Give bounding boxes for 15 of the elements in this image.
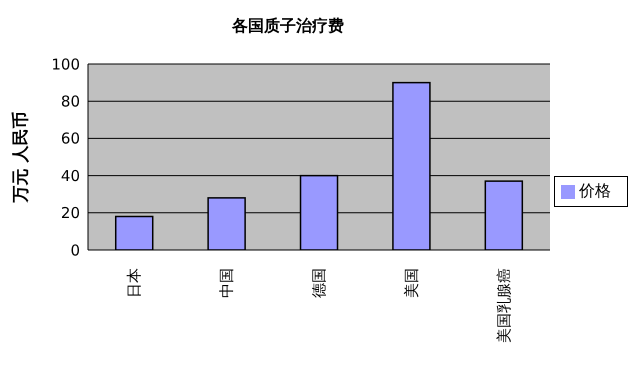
y-tick-label: 40 bbox=[60, 166, 80, 185]
y-tick-label: 80 bbox=[60, 92, 80, 111]
y-tick-label: 100 bbox=[51, 55, 80, 74]
x-tick-label: 德国 bbox=[310, 268, 328, 298]
y-axis-title: 万元 人民币 bbox=[11, 112, 32, 204]
x-tick-label: 美国乳腺癌 bbox=[494, 268, 513, 343]
x-tick-label: 日本 bbox=[125, 268, 144, 298]
y-tick-label: 60 bbox=[60, 130, 80, 148]
x-tick-label: 美国 bbox=[402, 268, 420, 298]
y-tick-label: 20 bbox=[60, 204, 80, 222]
x-tick-label: 中国 bbox=[218, 268, 236, 298]
bar bbox=[114, 216, 154, 250]
legend-label: 价格 bbox=[579, 181, 611, 200]
y-tick-label: 0 bbox=[70, 241, 80, 260]
chart-title: 各国质子治疗费 bbox=[230, 16, 345, 37]
